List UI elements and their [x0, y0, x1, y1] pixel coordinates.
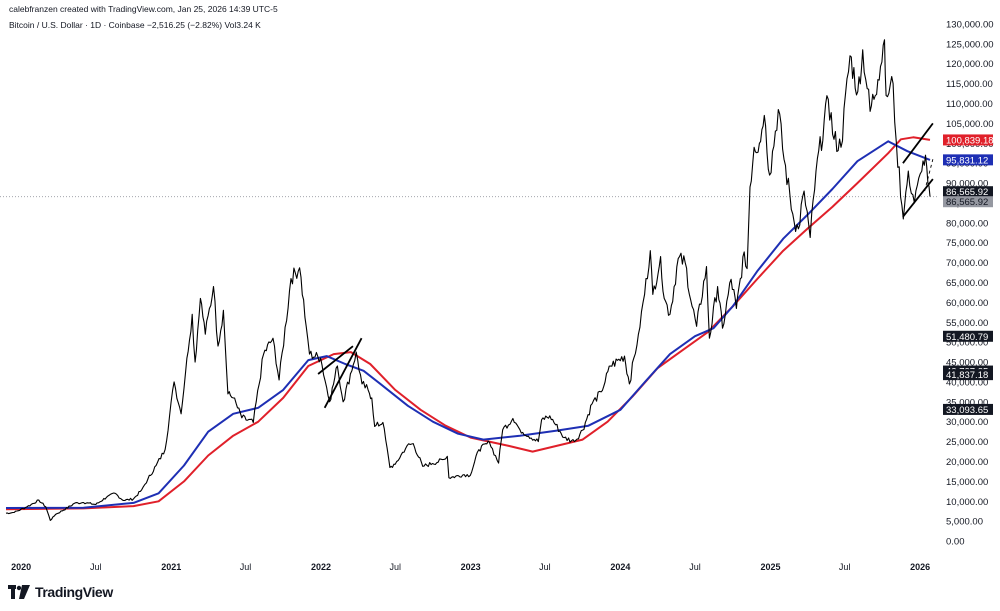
y-tick-label: 60,000.00	[946, 298, 988, 309]
x-tick-label: Jul	[839, 562, 851, 572]
price-tag-label: 41,837.18	[946, 370, 988, 381]
y-tick-label: 65,000.00	[946, 278, 988, 289]
price-tag-background	[943, 154, 993, 166]
x-tick-label: 2020	[11, 562, 31, 572]
price-tag: 100,839.18	[943, 134, 994, 146]
y-tick-label: 5,000.00	[946, 517, 983, 528]
x-tick-label: Jul	[90, 562, 102, 572]
price-tag-background	[943, 196, 993, 208]
price-tag-background	[943, 403, 993, 415]
y-tick-label: 10,000.00	[946, 497, 988, 508]
price-tag: 41,837.18	[943, 369, 993, 381]
y-tick-label: 125,000.00	[946, 39, 994, 50]
price-tag-label: 86,565.92	[946, 197, 988, 208]
x-tick-label: 2022	[311, 562, 331, 572]
y-tick-label: 25,000.00	[946, 437, 988, 448]
y-tick-label: 130,000.00	[946, 19, 994, 30]
trendline	[317, 345, 354, 375]
y-tick-label: 50,000.00	[946, 338, 988, 349]
price-tag: 33,093.65	[943, 403, 993, 416]
y-tick-label: 110,000.00	[946, 99, 993, 110]
y-tick-label: 115,000.00	[946, 79, 993, 90]
price-tag: 86,565.92	[943, 196, 993, 208]
y-tick-label: 35,000.00	[946, 397, 988, 408]
y-tick-label: 0.00	[946, 537, 965, 548]
y-tick-label: 90,000.00	[946, 179, 988, 190]
price-tag-label: 95,831.12	[946, 155, 988, 166]
y-tick-label: 80,000.00	[946, 218, 988, 229]
y-tick-label: 15,000.00	[946, 477, 988, 488]
price-tag: 51,480.79	[943, 330, 993, 343]
price-tag-background	[943, 330, 993, 342]
price-tag: 86,565.92	[943, 186, 993, 198]
x-tick-label: Jul	[689, 562, 701, 572]
x-tick-label: 2021	[161, 562, 181, 572]
tradingview-logo-icon	[8, 585, 30, 599]
trendline	[323, 337, 363, 409]
trendline	[902, 122, 934, 164]
x-tick-label: 2023	[461, 562, 481, 572]
y-tick-label: 30,000.00	[946, 417, 988, 428]
y-tick-label: 45,000.00	[946, 358, 988, 369]
price-tag-label: 86,565.92	[946, 187, 988, 198]
x-tick-label: Jul	[240, 562, 252, 572]
red-moving-average-line	[5, 136, 931, 511]
price-tag-background	[943, 134, 993, 146]
y-tick-label: 120,000.00	[946, 59, 994, 70]
symbol-info: Bitcoin / U.S. Dollar · 1D · Coinbase −2…	[9, 20, 261, 30]
price-tag-background	[943, 186, 993, 198]
price-tag-label: 51,480.79	[946, 332, 988, 343]
y-tick-label: 40,000.00	[946, 377, 988, 388]
trendline	[902, 178, 934, 218]
price-tag: 95,831.12	[943, 154, 993, 166]
y-tick-label: 75,000.00	[946, 238, 988, 249]
x-tick-label: 2024	[610, 562, 630, 572]
tradingview-footer: TradingView	[8, 584, 113, 600]
y-tick-label: 20,000.00	[946, 457, 988, 468]
x-tick-label: Jul	[539, 562, 551, 572]
x-tick-label: Jul	[389, 562, 401, 572]
chart-credit: calebfranzen created with TradingView.co…	[9, 4, 278, 14]
x-tick-label: 2025	[760, 562, 780, 572]
price-tag-background	[943, 369, 993, 381]
price-tag-label: 100,839.18	[946, 135, 994, 146]
price-tag-label: 33,093.65	[946, 405, 988, 416]
blue-moving-average-line	[5, 140, 931, 509]
y-tick-label: 55,000.00	[946, 318, 988, 329]
y-tick-label: 70,000.00	[946, 258, 988, 269]
x-tick-label: 2026	[910, 562, 930, 572]
price-series-line	[5, 39, 931, 521]
y-tick-label: 105,000.00	[946, 119, 994, 130]
tradingview-brand: TradingView	[35, 584, 113, 600]
